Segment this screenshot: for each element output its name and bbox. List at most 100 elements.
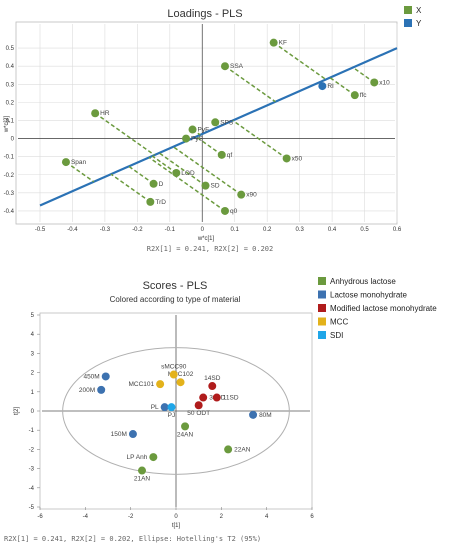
loadings-y-tick-label: 0.3 [6, 82, 15, 88]
loadings-x-tick-label: -0.1 [165, 227, 176, 233]
loadings-point [318, 82, 327, 91]
loadings-point [149, 179, 158, 188]
loadings-chart: Loadings - PLS -0.5 -0.4 -0.3 -0.2 -0.1 0 0.1 0… [4, 6, 422, 253]
scores-title: Scores - PLS [143, 280, 208, 292]
scores-legend: Anhydrous lactose Lactose monohydrate Modi… [318, 277, 437, 340]
loadings-projection-line [232, 119, 288, 160]
scores-y-tick-label: 5 [31, 313, 35, 319]
loadings-projection-line [158, 152, 206, 187]
loadings-footer: R2X[1] = 0.241, R2X[2] = 0.202 [147, 245, 273, 253]
scores-hotelling-ellipse [62, 347, 290, 475]
scores-footer: R2X[1] = 0.241, R2X[2] = 0.202, Ellipse:… [4, 535, 261, 543]
loadings-x-tick-label: 0.3 [295, 227, 304, 233]
loadings-projection-line [172, 146, 242, 196]
scores-point-label: 80M [259, 412, 272, 419]
loadings-projection-line [352, 66, 375, 84]
scores-point [208, 382, 217, 391]
loadings-point [172, 168, 181, 177]
loadings-projection-line [128, 165, 155, 185]
loadings-y-tick-label: 0.4 [6, 64, 15, 70]
loadings-y-tick-label: 0 [11, 137, 15, 143]
scores-legend-label: SDI [330, 331, 343, 340]
loadings-point-label: KF [279, 40, 287, 47]
scores-point [224, 445, 233, 454]
scores-chart: Scores - PLS Colored according to type o… [4, 277, 437, 543]
scores-point-label: PJ [168, 412, 176, 419]
scores-point-label: 50 ODT [187, 410, 210, 417]
loadings-y-tick-label: -0.2 [4, 173, 15, 179]
loadings-x-tick-label: 0 [201, 227, 205, 233]
loadings-point [188, 125, 197, 134]
scores-legend-swatch [318, 277, 326, 285]
loadings-point-label: x90 [246, 192, 257, 199]
loadings-point-label: PyF [198, 127, 210, 134]
scores-point [138, 466, 146, 475]
scores-point [128, 430, 137, 439]
legend-swatch-x [404, 6, 412, 14]
scores-point [194, 401, 203, 410]
loadings-x-tick-label: 0.6 [393, 227, 402, 233]
scores-point-label: 21AN [134, 476, 151, 483]
loadings-point-label: SPS [220, 119, 234, 126]
loadings-projection-line [273, 42, 327, 81]
loadings-y-tick-label: 0.1 [6, 118, 15, 124]
loadings-y-tick-label: -0.3 [4, 191, 15, 197]
scores-point [167, 403, 176, 412]
loadings-plot-area [15, 21, 398, 225]
scores-legend-swatch [318, 290, 326, 299]
scores-point-label: 11SD [223, 395, 239, 402]
loadings-x-tick-label: 0.5 [360, 227, 369, 233]
scores-point-label: LP Anh [126, 454, 147, 461]
scores-point-label: 24AN [177, 431, 194, 438]
scores-point-label: 450M [83, 373, 99, 380]
scores-legend-swatch [318, 317, 326, 326]
loadings-point-label: SSA [230, 63, 244, 70]
scores-y-tick-label: -1 [29, 428, 35, 434]
scores-point-label: 150M [111, 431, 127, 438]
loadings-x-tick-label: -0.5 [35, 227, 46, 233]
scores-legend-swatch [318, 304, 326, 312]
loadings-point-label: SD [211, 183, 220, 190]
scores-point [156, 380, 165, 389]
loadings-projection-line [151, 155, 177, 174]
scores-point [149, 453, 158, 462]
scores-x-ticks: -6 -4 -2 0 2 4 6 [37, 507, 314, 520]
loadings-x-ticks: -0.5 -0.4 -0.3 -0.2 -0.1 0 0.1 0.2 0.3 0.4 0.5 0.6 [35, 227, 402, 233]
scores-y-label: t[2] [14, 407, 20, 416]
scores-x-tick-label: -2 [128, 514, 134, 520]
loadings-projection-line [94, 112, 155, 156]
scores-legend-swatch [318, 331, 326, 339]
legend-label-y: Y [416, 19, 422, 28]
scores-subtitle: Colored according to type of material [110, 295, 241, 304]
legend-label-x: X [416, 6, 422, 15]
loadings-point-label: D [159, 181, 164, 188]
scores-y-ticks: 5 4 3 2 1 0 -1 -2 -3 -4 -5 [29, 313, 40, 511]
loadings-y-tick-label: -0.4 [4, 209, 15, 215]
loadings-point [370, 78, 379, 87]
loadings-y-ticks: 0.5 0.4 0.3 0.2 0.1 0 -0.1 -0.2 -0.3 -0.4 [4, 46, 15, 215]
loadings-point [211, 118, 220, 127]
loadings-y-label: w*c[2] [4, 116, 10, 134]
scores-x-tick-label: -6 [37, 514, 43, 520]
loadings-point [350, 91, 359, 100]
loadings-y-tick-label: 0.2 [6, 100, 15, 106]
scores-point-label: 200M [79, 387, 95, 394]
scores-y-tick-label: -4 [29, 486, 35, 492]
scores-y-tick-label: 4 [31, 332, 35, 338]
loadings-y-tick-label: 0.5 [6, 46, 15, 52]
loadings-point-label: q0 [230, 208, 238, 215]
scores-y-tick-label: 1 [31, 390, 35, 396]
loadings-point-label: Span [71, 159, 87, 166]
scores-legend-label: Anhydrous lactose [330, 277, 396, 286]
scores-x-tick-label: 6 [310, 514, 314, 520]
loadings-regression [39, 47, 398, 207]
scores-point-label: 22AN [234, 446, 251, 453]
scores-point-label: sMCC90 [161, 364, 187, 371]
scores-y-tick-label: 2 [31, 371, 35, 377]
loadings-point [182, 134, 191, 143]
loadings-point-label: x10 [379, 79, 390, 86]
scores-point-label: PL [151, 404, 159, 411]
loadings-point [61, 158, 70, 167]
scores-point [101, 372, 110, 381]
